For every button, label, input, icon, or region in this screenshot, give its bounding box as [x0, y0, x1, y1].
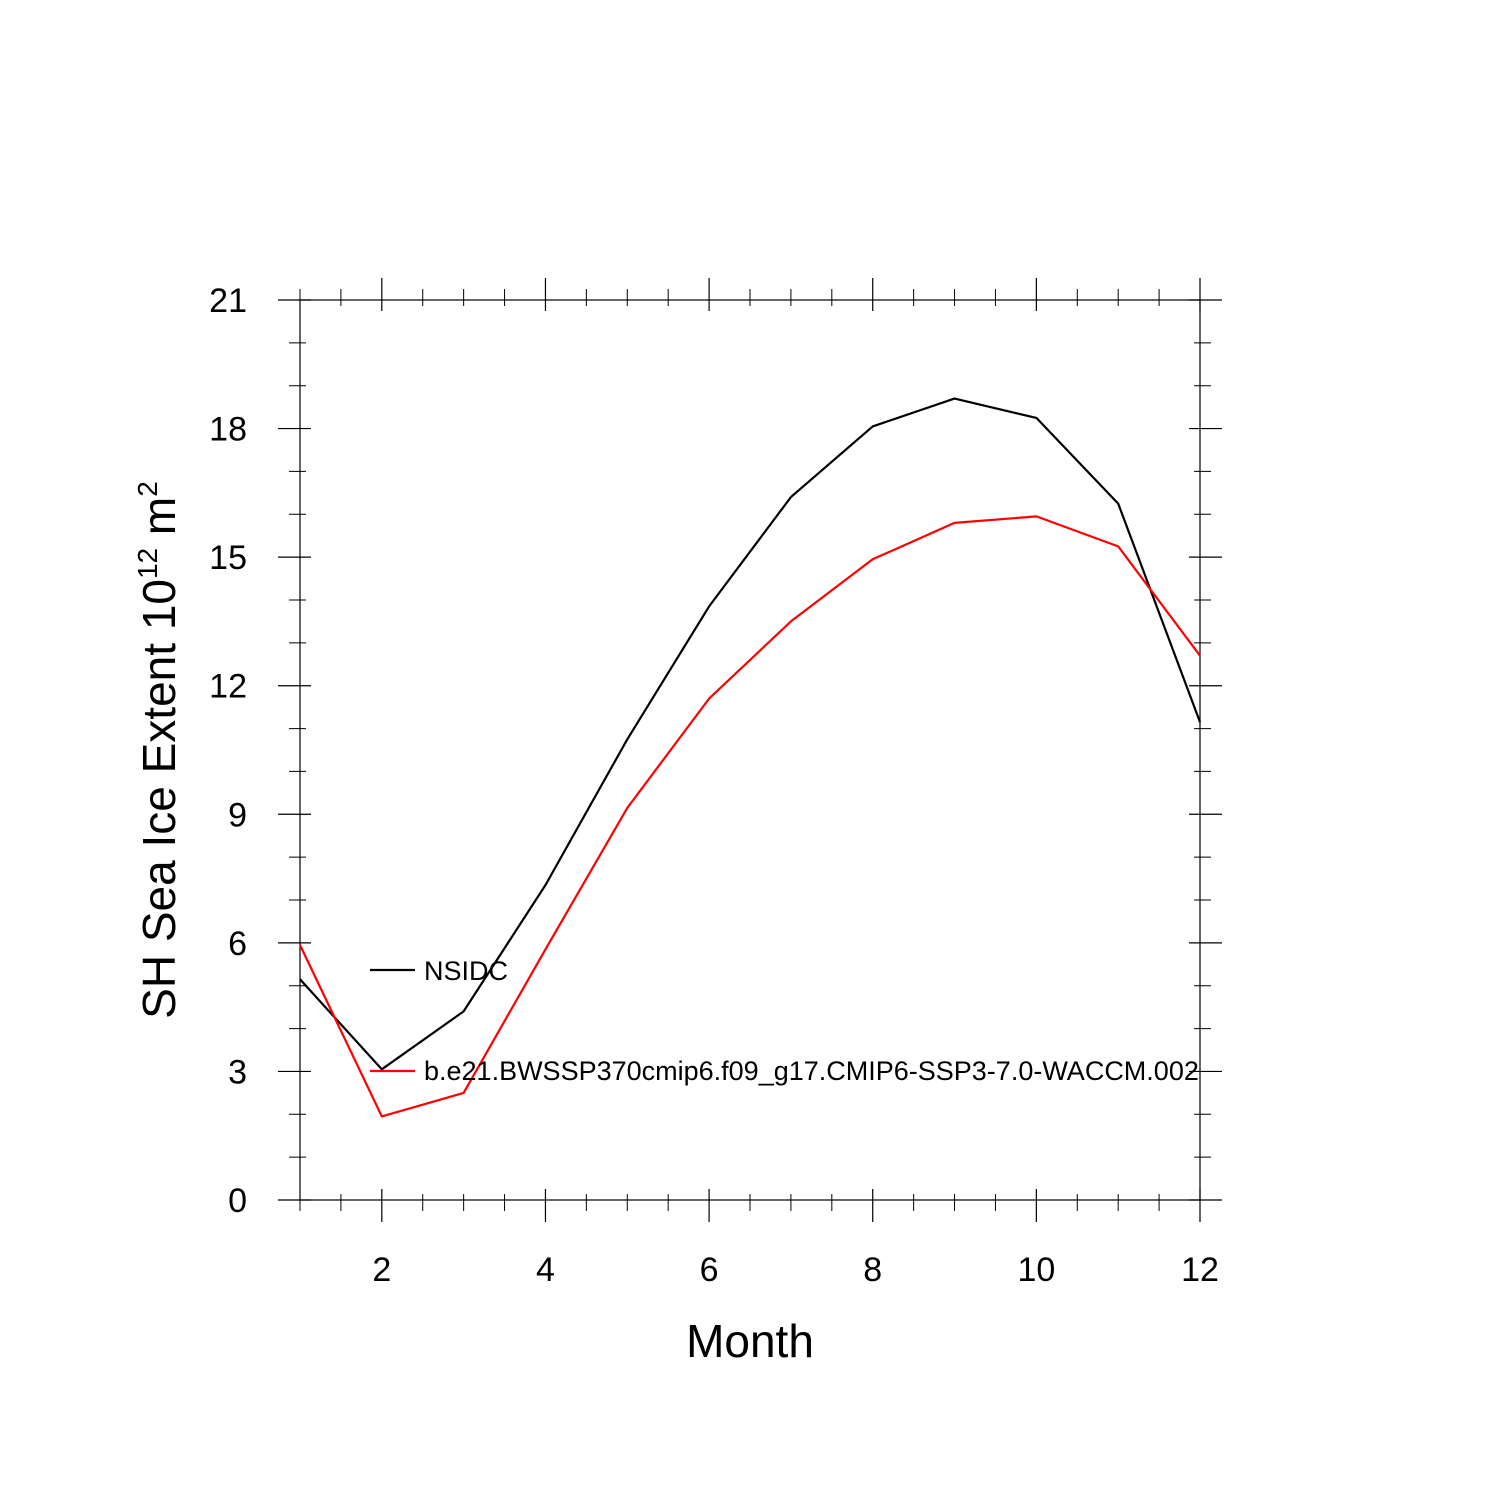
- y-axis-title-mid: m: [133, 497, 185, 548]
- y-axis-title-sup2: 2: [132, 481, 163, 497]
- y-tick-label: 12: [209, 668, 247, 706]
- x-tick-label: 10: [1017, 1251, 1055, 1289]
- y-tick-label: 6: [228, 925, 247, 963]
- y-tick-label: 18: [209, 411, 247, 449]
- axis-ticks: [278, 278, 1222, 1222]
- y-axis-title: SH Sea Ice Extent 1012 m2: [132, 481, 185, 1019]
- legend-label-nsidc: NSIDC: [424, 956, 508, 986]
- y-tick-label: 9: [228, 796, 247, 834]
- series-line-0: [299, 397, 1202, 1071]
- y-tick-label: 3: [228, 1053, 247, 1091]
- legend-label-waccm: b.e21.BWSSP370cmip6.f09_g17.CMIP6-SSP3-7…: [424, 1056, 1199, 1086]
- y-tick-label: 15: [209, 539, 247, 577]
- tick-labels: 2 4 6 8 10 12 0 3 6 9 12 15 18 21: [209, 282, 1219, 1289]
- x-axis-title: Month: [686, 1315, 814, 1367]
- series-line-1: [299, 515, 1201, 1118]
- x-tick-label: 2: [372, 1251, 391, 1289]
- y-axis-title-main: SH Sea Ice Extent 10: [133, 579, 185, 1019]
- y-tick-label: 0: [228, 1182, 247, 1220]
- legend: NSIDC b.e21.BWSSP370cmip6.f09_g17.CMIP6-…: [370, 956, 1199, 1086]
- x-tick-label: 4: [536, 1251, 555, 1289]
- y-tick-label: 21: [209, 282, 247, 320]
- x-tick-label: 8: [863, 1251, 882, 1289]
- y-axis-title-sup1: 12: [132, 548, 163, 579]
- x-tick-label: 12: [1181, 1251, 1219, 1289]
- x-tick-label: 6: [700, 1251, 719, 1289]
- series-lines: [299, 397, 1202, 1118]
